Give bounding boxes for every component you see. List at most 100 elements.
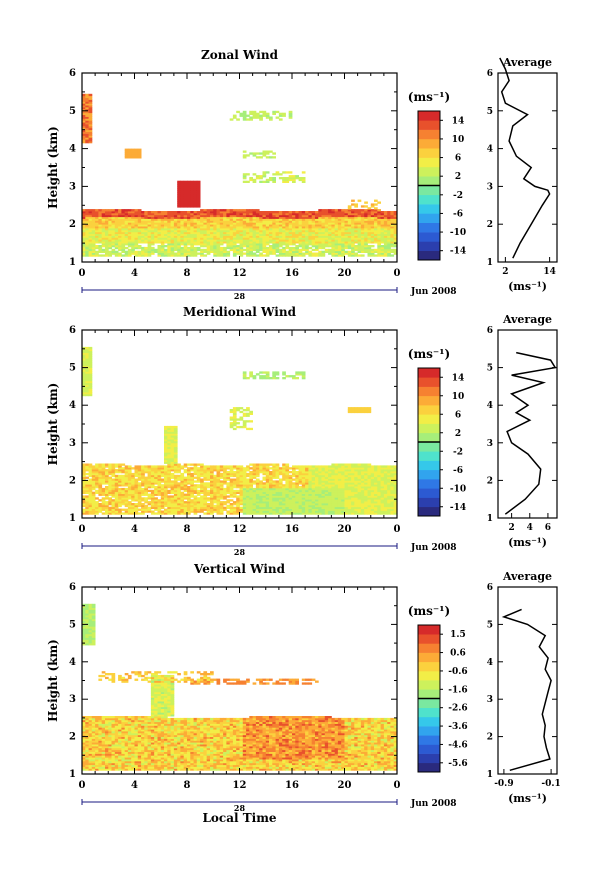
heatmap-cell (137, 220, 142, 223)
heatmap-cell (252, 228, 257, 231)
heatmap-cell (134, 233, 139, 236)
heatmap-cell (229, 235, 234, 238)
heatmap-cell (177, 201, 181, 204)
heatmap-cell (347, 209, 352, 212)
heatmap-cell (246, 211, 250, 214)
heatmap-cell (242, 371, 247, 374)
heatmap-cell (85, 245, 89, 248)
heatmap-cell (321, 512, 326, 515)
heatmap-cell (88, 137, 93, 140)
heatmap-cell (249, 152, 253, 155)
heatmap-cell (236, 495, 240, 498)
heatmap-cell (272, 463, 276, 466)
heatmap-cell (98, 510, 103, 513)
heatmap-cell (131, 506, 135, 509)
heatmap-cell (387, 245, 391, 248)
heatmap-cell (239, 243, 244, 246)
heatmap-cell (111, 478, 116, 481)
heatmap-cell (334, 237, 339, 240)
heatmap-cell (82, 393, 86, 397)
heatmap-cell (229, 493, 234, 496)
heatmap-cell (190, 482, 194, 485)
heatmap-cell (98, 486, 103, 489)
heatmap-cell (219, 214, 224, 218)
heatmap-cell (82, 214, 86, 218)
heatmap-cell (275, 510, 280, 513)
heatmap-cell (160, 212, 165, 216)
heatmap-cell (180, 199, 185, 202)
heatmap-cell (249, 211, 253, 214)
heatmap-cell (203, 211, 208, 214)
heatmap-cell (167, 497, 171, 500)
heatmap-cell (206, 229, 211, 233)
heatmap-cell (193, 469, 198, 472)
heatmap-cell (282, 377, 286, 380)
heatmap-cell (377, 212, 381, 216)
heatmap-cell (265, 239, 270, 242)
heatmap-cell (144, 248, 148, 252)
heatmap-cell (164, 484, 168, 487)
heatmap-cell (318, 476, 322, 479)
heatmap-cell (167, 461, 171, 464)
heatmap-cell (337, 224, 342, 227)
heatmap-cell (85, 209, 89, 212)
heatmap-cell (308, 228, 313, 231)
heatmap-cell (242, 467, 247, 470)
heatmap-cell (272, 214, 276, 218)
heatmap-cell (255, 248, 260, 252)
heatmap-cell (282, 489, 286, 493)
heatmap-cell (331, 235, 336, 238)
heatmap-cell (324, 222, 329, 225)
heatmap-cell (272, 248, 276, 252)
heatmap-cell (82, 129, 86, 132)
heatmap-cell (111, 503, 116, 506)
heatmap-cell (167, 433, 171, 436)
heatmap-cell (223, 472, 227, 476)
heatmap-cell (249, 420, 253, 423)
heatmap-cell (393, 211, 398, 214)
heatmap-cell (305, 471, 309, 474)
heatmap-cell (118, 252, 122, 255)
heatmap-cell (262, 497, 267, 500)
heatmap-cell (298, 373, 303, 376)
heatmap-cell (111, 243, 116, 246)
heatmap-cell (164, 480, 168, 483)
heatmap-cell (272, 497, 276, 500)
heatmap-cell (91, 252, 96, 255)
heatmap-cell (190, 489, 194, 493)
heatmap-cell (157, 489, 162, 493)
heatmap-cell (229, 224, 234, 227)
heatmap-cell (301, 224, 306, 227)
heatmap-cell (311, 469, 316, 472)
heatmap-cell (95, 504, 99, 508)
heatmap-cell (374, 203, 378, 206)
heatmap-cell (377, 235, 381, 238)
heatmap-cell (255, 212, 260, 216)
heatmap-cell (301, 471, 306, 474)
heatmap-cell (95, 226, 99, 229)
heatmap-cell (164, 228, 168, 231)
heatmap-cell (170, 499, 175, 502)
heatmap-cell (121, 497, 126, 500)
heatmap-cell (196, 195, 201, 199)
heatmap-cell (187, 233, 191, 236)
heatmap-cell (127, 214, 132, 218)
heatmap-cell (249, 410, 253, 414)
heatmap-cell (242, 474, 247, 478)
heatmap-cell (374, 237, 378, 240)
heatmap-cell (82, 103, 86, 106)
heatmap-cell (213, 501, 217, 504)
heatmap-cell (305, 241, 309, 244)
heatmap-cell (272, 245, 276, 248)
heatmap-cell (249, 248, 253, 252)
heatmap-cell (305, 472, 309, 476)
heatmap-cell (82, 124, 86, 127)
heatmap-cell (108, 501, 112, 504)
heatmap-cell (328, 484, 332, 487)
heatmap-cell (210, 499, 214, 502)
heatmap-cell (127, 228, 132, 231)
heatmap-cell (341, 241, 345, 244)
heatmap-cell (278, 495, 283, 498)
heatmap-cell (295, 491, 299, 494)
heatmap-cell (229, 484, 234, 487)
